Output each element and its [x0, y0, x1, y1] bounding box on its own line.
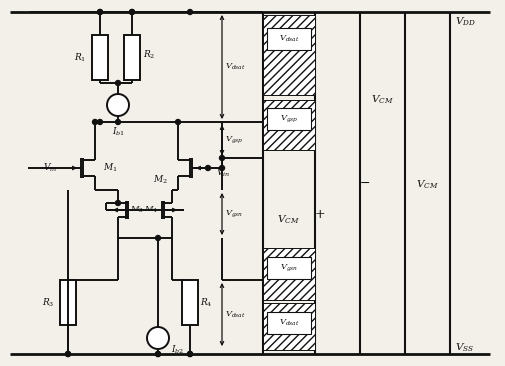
Text: $R_1$: $R_1$ — [74, 51, 86, 64]
Text: $M_1$: $M_1$ — [103, 162, 118, 174]
Circle shape — [116, 120, 121, 124]
Text: $M_2$: $M_2$ — [153, 174, 168, 186]
Bar — [267, 257, 311, 279]
Text: $V_{DD}$: $V_{DD}$ — [455, 16, 476, 28]
Circle shape — [107, 94, 129, 116]
Text: $V_{dsat}$: $V_{dsat}$ — [279, 318, 299, 328]
Bar — [263, 100, 315, 150]
Circle shape — [156, 235, 161, 240]
Circle shape — [129, 10, 134, 15]
Circle shape — [156, 351, 161, 356]
Text: $R_3$: $R_3$ — [41, 296, 54, 309]
Text: $+$: $+$ — [315, 209, 326, 221]
Text: $V_{gsp}$: $V_{gsp}$ — [280, 113, 298, 124]
Circle shape — [220, 165, 225, 171]
Circle shape — [129, 10, 134, 15]
Text: $I_{b2}$: $I_{b2}$ — [171, 344, 184, 356]
Text: $V_{SS}$: $V_{SS}$ — [455, 342, 474, 354]
Circle shape — [97, 10, 103, 15]
Circle shape — [187, 10, 192, 15]
Bar — [267, 28, 311, 50]
Text: $V_{dsat}$: $V_{dsat}$ — [225, 62, 245, 72]
Circle shape — [92, 120, 97, 124]
Bar — [92, 35, 108, 80]
Text: $R_2$: $R_2$ — [143, 48, 156, 61]
Text: $-$: $-$ — [360, 176, 371, 188]
Text: $V_{gsn}$: $V_{gsn}$ — [225, 209, 243, 219]
Circle shape — [187, 351, 192, 356]
Bar — [267, 108, 311, 130]
Circle shape — [97, 120, 103, 124]
Text: $M_3$: $M_3$ — [130, 205, 144, 215]
Text: $V_{in}$: $V_{in}$ — [216, 167, 230, 179]
Circle shape — [147, 327, 169, 349]
Circle shape — [116, 81, 121, 86]
Circle shape — [156, 351, 161, 356]
Text: $V_{dsat}$: $V_{dsat}$ — [225, 309, 245, 320]
Text: $V_{CM}$: $V_{CM}$ — [277, 214, 299, 226]
Text: $M_4$: $M_4$ — [144, 205, 158, 215]
Text: $V_{in}$: $V_{in}$ — [43, 162, 57, 174]
Text: $V_{CM}$: $V_{CM}$ — [416, 179, 438, 191]
Bar — [60, 280, 76, 325]
Text: $V_{dsat}$: $V_{dsat}$ — [279, 34, 299, 44]
Text: $V_{CM}$: $V_{CM}$ — [371, 94, 393, 106]
Circle shape — [176, 120, 180, 124]
Bar — [267, 312, 311, 334]
Bar — [263, 248, 315, 300]
Text: $R_4$: $R_4$ — [200, 296, 213, 309]
Bar — [263, 15, 315, 95]
Circle shape — [116, 201, 121, 205]
Bar — [263, 303, 315, 350]
Circle shape — [66, 351, 71, 356]
Text: $V_{gsn}$: $V_{gsn}$ — [280, 262, 298, 273]
Circle shape — [187, 351, 192, 356]
Circle shape — [97, 10, 103, 15]
Circle shape — [220, 156, 225, 161]
Circle shape — [66, 351, 71, 356]
Text: $V_{gsp}$: $V_{gsp}$ — [225, 135, 243, 145]
Bar — [124, 35, 140, 80]
Text: $I_{b1}$: $I_{b1}$ — [112, 126, 124, 138]
Circle shape — [206, 165, 211, 171]
Bar — [182, 280, 198, 325]
